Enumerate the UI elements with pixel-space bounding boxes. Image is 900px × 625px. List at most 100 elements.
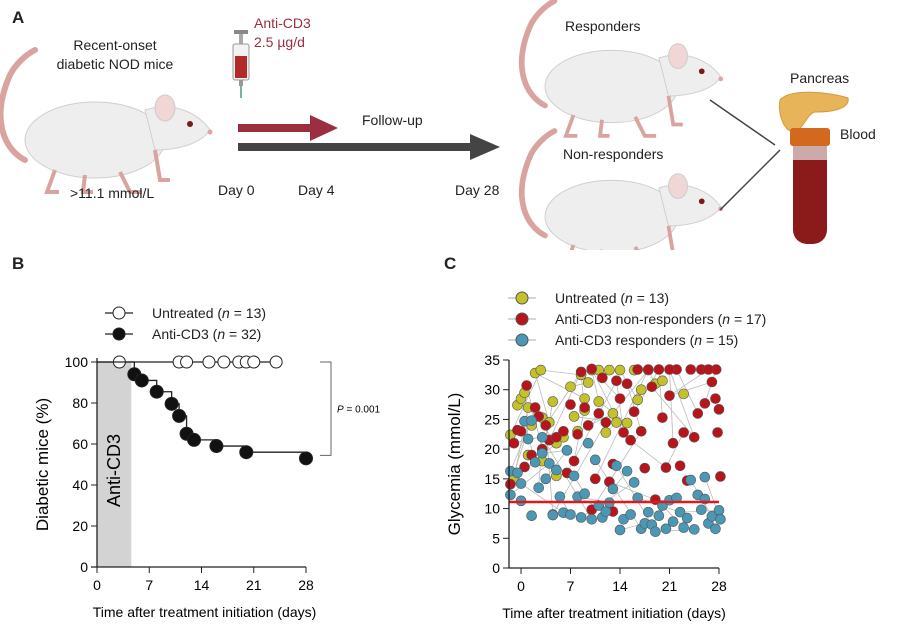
survival-chart: Anti-CD3 0 20 40 60 80 100 0 7 14 21 28 Time after t… — [33, 305, 381, 620]
data-point-non-responder — [715, 471, 726, 482]
drug-dosage: 2.5 µg/d — [254, 34, 305, 50]
data-point-untreated — [657, 375, 668, 387]
glycemia-chart: 0 5 10 15 20 25 30 35 0 7 14 21 28 Time after treatme… — [445, 290, 766, 621]
x-tick-label: 28 — [298, 577, 314, 593]
data-point-responder — [642, 506, 654, 518]
data-point-non-responder — [611, 375, 622, 387]
data-point-untreated — [547, 396, 559, 407]
data-point-non-responder — [639, 462, 651, 474]
data-point-responder — [586, 513, 598, 525]
data-point-non-responder — [621, 378, 633, 390]
data-point-responder — [568, 470, 580, 482]
panel-b-label: B — [12, 254, 25, 273]
legend-untreated-marker — [515, 291, 529, 305]
data-point-non-responder — [692, 408, 704, 419]
data-point-responder — [505, 489, 516, 501]
day-0-label: Day 0 — [218, 182, 255, 198]
legend-non-responders-marker — [515, 312, 529, 326]
y-tick-label: 35 — [484, 352, 500, 368]
survival-point — [164, 396, 179, 411]
data-point-non-responder — [505, 478, 516, 490]
trajectory-line — [591, 370, 600, 402]
data-point-non-responder — [589, 473, 601, 485]
data-point-responder — [678, 522, 689, 533]
data-point-untreated — [600, 427, 612, 438]
data-point-responder — [515, 478, 527, 489]
x-tick-label: 7 — [145, 577, 153, 593]
x-axis-title: Time after treatment initiation (days) — [502, 605, 726, 621]
mouse-illustration-start — [1, 50, 213, 192]
y-tick-label: 25 — [484, 411, 500, 427]
data-point-non-responder — [529, 402, 541, 413]
y-tick-label: 15 — [484, 471, 500, 487]
data-point-responder — [699, 471, 711, 483]
data-point-non-responder — [625, 434, 636, 446]
data-point-non-responder — [519, 461, 530, 473]
data-point-untreated — [632, 394, 643, 406]
data-point-non-responder — [706, 376, 718, 388]
data-point-non-responder — [710, 393, 721, 404]
data-point-non-responder — [664, 390, 675, 401]
data-point-responder — [628, 477, 640, 488]
trajectory-line — [510, 463, 550, 496]
data-point-untreated — [593, 396, 605, 407]
data-point-responder — [554, 491, 566, 502]
x-tick-label: 0 — [93, 577, 101, 593]
data-point-non-responder — [551, 431, 562, 443]
legend-anti-cd3-label: Anti-CD3 (n = 32) — [152, 326, 261, 342]
legend-responders-label: Anti-CD3 responders (n = 15) — [555, 332, 738, 348]
data-point-responder — [713, 505, 725, 516]
survival-point — [172, 408, 187, 423]
p-value-annotation: P = 0.001 — [337, 405, 381, 416]
trajectory-line — [669, 369, 674, 444]
glycemia-threshold: >11.1 mmol/L — [70, 185, 155, 201]
y-tick-label: 0 — [492, 560, 500, 576]
follow-up-arrow — [238, 134, 500, 160]
trajectory-line — [534, 372, 585, 399]
y-tick-label: 30 — [484, 382, 500, 398]
data-point-non-responder — [712, 427, 723, 438]
data-point-non-responder — [565, 399, 576, 410]
trajectory-line — [548, 371, 582, 441]
panel-a-label: A — [12, 8, 25, 27]
data-point-non-responder — [600, 417, 612, 428]
trajectory-line — [520, 483, 564, 514]
data-point-non-responder — [597, 372, 608, 384]
data-point-non-responder — [614, 393, 626, 404]
responders-label: Responders — [565, 18, 641, 34]
connector-line — [719, 149, 781, 211]
legend-non-responders-label: Anti-CD3 non-responders (n = 17) — [555, 311, 766, 327]
data-point-non-responder — [667, 437, 679, 449]
data-point-responder — [685, 474, 697, 486]
data-point-responder — [526, 415, 537, 426]
survival-point — [269, 355, 283, 369]
data-point-responder — [600, 506, 612, 517]
data-point-untreated — [611, 417, 622, 428]
treatment-region-label: Anti-CD3 — [104, 434, 124, 507]
x-axis-title: Time after treatment initiation (days) — [93, 604, 317, 620]
data-point-responder — [614, 524, 626, 536]
blood-label: Blood — [840, 126, 876, 142]
trajectory-line — [669, 369, 695, 438]
survival-point — [149, 384, 164, 399]
data-point-responder — [536, 431, 548, 443]
data-point-responder — [589, 454, 601, 466]
x-tick-label: 14 — [612, 578, 628, 594]
cohort-title-line1: Recent-onset — [73, 37, 157, 53]
data-point-responder — [653, 510, 665, 522]
trajectory-line — [534, 372, 550, 423]
data-point-responder — [529, 456, 541, 468]
legend-responders-marker — [515, 333, 529, 347]
blood-tube-icon — [790, 128, 830, 244]
x-tick-label: 21 — [662, 578, 678, 594]
y-tick-label: 10 — [484, 501, 500, 517]
x-tick-label: 14 — [194, 577, 210, 593]
data-point-responder — [696, 504, 707, 516]
legend-untreated-label: Untreated (n = 13) — [152, 305, 266, 321]
data-point-responder — [674, 506, 686, 518]
data-point-non-responder — [558, 426, 569, 437]
trajectory-line — [540, 369, 582, 376]
data-point-non-responder — [632, 364, 643, 375]
data-point-responder — [551, 464, 562, 476]
data-point-non-responder — [678, 427, 689, 438]
